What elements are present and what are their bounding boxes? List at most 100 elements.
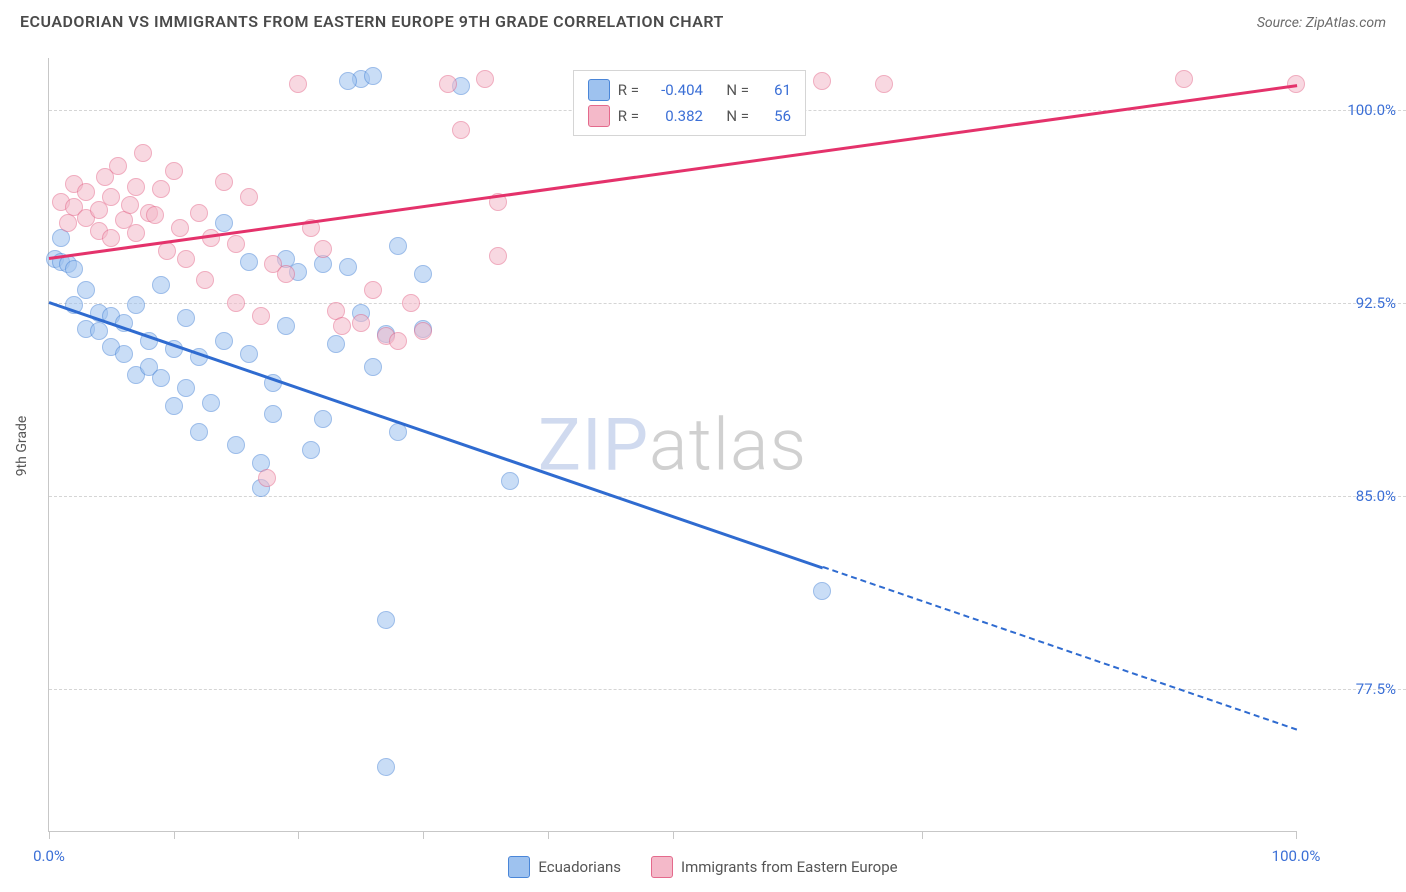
data-point: [414, 265, 432, 283]
data-point: [77, 281, 95, 299]
data-point: [252, 307, 270, 325]
data-point: [127, 296, 145, 314]
data-point: [121, 196, 139, 214]
data-point: [152, 180, 170, 198]
y-tick-label: 92.5%: [1306, 294, 1396, 312]
data-point: [190, 204, 208, 222]
data-point: [90, 322, 108, 340]
legend-swatch-icon: [508, 856, 530, 878]
gridline: [49, 303, 1406, 304]
data-point: [127, 224, 145, 242]
data-point: [289, 75, 307, 93]
data-point: [813, 582, 831, 600]
legend-swatch-icon: [588, 79, 610, 101]
data-point: [152, 369, 170, 387]
data-point: [215, 173, 233, 191]
n-value: 56: [757, 103, 791, 129]
r-label: R =: [618, 77, 639, 103]
data-point: [196, 271, 214, 289]
data-point: [165, 397, 183, 415]
data-point: [127, 178, 145, 196]
data-point: [52, 229, 70, 247]
y-tick-label: 77.5%: [1306, 680, 1396, 698]
n-value: 61: [757, 77, 791, 103]
data-point: [339, 258, 357, 276]
data-point: [402, 294, 420, 312]
data-point: [1175, 70, 1193, 88]
data-point: [364, 67, 382, 85]
correlation-legend-row: R = -0.404 N = 61: [588, 77, 791, 103]
data-point: [134, 144, 152, 162]
x-tick: [423, 831, 424, 839]
r-label: R =: [618, 103, 639, 129]
source-credit: Source: ZipAtlas.com: [1257, 15, 1386, 31]
data-point: [364, 281, 382, 299]
gridline: [49, 496, 1406, 497]
data-point: [501, 472, 519, 490]
data-point: [227, 436, 245, 454]
data-point: [77, 183, 95, 201]
data-point: [258, 469, 276, 487]
y-tick-label: 100.0%: [1306, 101, 1396, 119]
x-tick: [673, 831, 674, 839]
plot-area: ZIPatlas 77.5%85.0%92.5%100.0%0.0%100.0%…: [48, 58, 1296, 832]
legend-label: Ecuadorians: [538, 858, 621, 876]
r-value: -0.404: [647, 77, 703, 103]
data-point: [102, 229, 120, 247]
y-tick-label: 85.0%: [1306, 487, 1396, 505]
data-point: [364, 358, 382, 376]
data-point: [240, 188, 258, 206]
gridline: [49, 689, 1406, 690]
data-point: [389, 237, 407, 255]
data-point: [476, 70, 494, 88]
data-point: [302, 441, 320, 459]
data-point: [109, 157, 127, 175]
data-point: [158, 242, 176, 260]
source-prefix: Source:: [1257, 15, 1306, 31]
data-point: [277, 265, 295, 283]
data-point: [240, 253, 258, 271]
data-point: [277, 317, 295, 335]
bottom-legend: Ecuadorians Immigrants from Eastern Euro…: [0, 856, 1406, 878]
x-tick: [298, 831, 299, 839]
trend-line: [822, 566, 1297, 731]
data-point: [240, 345, 258, 363]
data-point: [165, 162, 183, 180]
n-label: N =: [726, 77, 749, 103]
data-point: [177, 250, 195, 268]
data-point: [489, 247, 507, 265]
data-point: [190, 423, 208, 441]
x-tick: [174, 831, 175, 839]
data-point: [215, 332, 233, 350]
data-point: [102, 188, 120, 206]
data-point: [146, 206, 164, 224]
data-point: [314, 255, 332, 273]
data-point: [314, 410, 332, 428]
data-point: [314, 240, 332, 258]
trend-line: [49, 301, 824, 569]
x-tick: [922, 831, 923, 839]
n-label: N =: [726, 103, 749, 129]
data-point: [414, 322, 432, 340]
data-point: [327, 335, 345, 353]
data-point: [227, 294, 245, 312]
watermark-atlas: atlas: [649, 402, 807, 487]
watermark: ZIPatlas: [538, 402, 807, 487]
header-bar: ECUADORIAN VS IMMIGRANTS FROM EASTERN EU…: [0, 0, 1406, 39]
data-point: [377, 758, 395, 776]
data-point: [439, 75, 457, 93]
correlation-legend: R =-0.404 N =61R =0.382 N =56: [573, 70, 806, 136]
data-point: [202, 394, 220, 412]
data-point: [377, 611, 395, 629]
x-tick: [1296, 831, 1297, 839]
data-point: [333, 317, 351, 335]
data-point: [227, 235, 245, 253]
legend-item-ecuadorians: Ecuadorians: [508, 856, 621, 878]
data-point: [352, 314, 370, 332]
plot-canvas: ZIPatlas 77.5%85.0%92.5%100.0%0.0%100.0%…: [48, 58, 1296, 832]
data-point: [59, 214, 77, 232]
legend-swatch-icon: [651, 856, 673, 878]
data-point: [264, 405, 282, 423]
data-point: [813, 72, 831, 90]
data-point: [171, 219, 189, 237]
